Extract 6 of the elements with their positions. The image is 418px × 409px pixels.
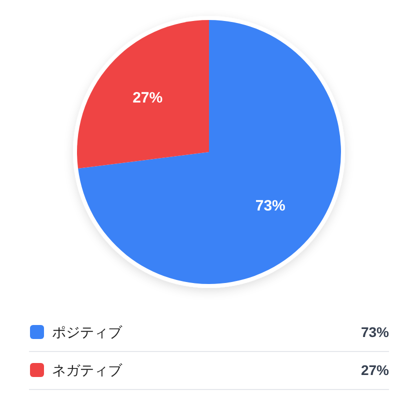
data-label: 73% <box>255 198 286 215</box>
text: 27% <box>360 362 389 378</box>
text: 73% <box>360 324 389 340</box>
legend-label: ポジティブ <box>52 324 123 340</box>
data-label: 27% <box>132 89 163 106</box>
legend-label: ネガティブ <box>52 362 123 378</box>
